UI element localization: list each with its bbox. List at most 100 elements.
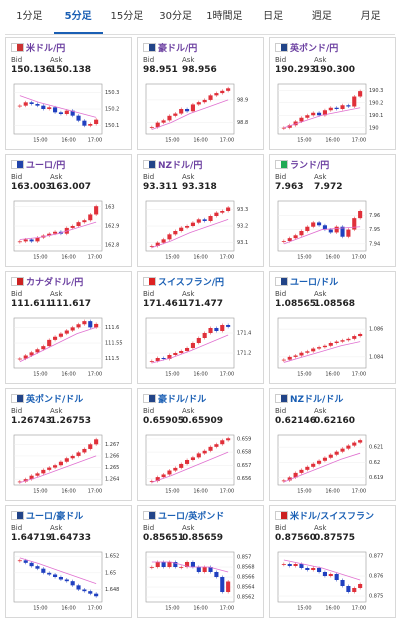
- candle: [70, 327, 75, 331]
- candle: [35, 473, 40, 476]
- y-tick-label: 0.8562: [237, 595, 255, 601]
- y-tick-label: 98.9: [237, 97, 248, 103]
- candle: [287, 125, 292, 128]
- candle: [328, 229, 333, 233]
- tab[interactable]: 5分足: [53, 0, 103, 34]
- x-tick-label: 16:00: [193, 255, 207, 261]
- quote-card[interactable]: ユーロ/英ポンド Bid Ask 0.85651 0.85659 0.857 0.8568 0…: [137, 505, 264, 618]
- candle: [358, 584, 363, 588]
- y-tick-label: 190: [369, 125, 379, 131]
- pair-name[interactable]: ユーロ/豪ドル: [26, 512, 84, 522]
- flag-icon: [143, 277, 156, 286]
- quote-card[interactable]: ユーロ/ドル Bid Ask 1.08565 1.08568 1.086 1.084 15:0…: [269, 271, 396, 384]
- plot-frame: [13, 434, 103, 486]
- quote-card[interactable]: スイスフラン/円 Bid Ask 171.461 171.477 171.4 171.2 15…: [137, 271, 264, 384]
- ask-value: 111.617: [50, 299, 91, 309]
- pair-name[interactable]: 豪ドル/円: [158, 44, 198, 54]
- candle: [47, 339, 52, 347]
- bid-value: 0.62146: [275, 416, 316, 426]
- bid-value: 93.311: [143, 182, 178, 192]
- quote-card[interactable]: 英ポンド/円 Bid Ask 190.293 190.300 190.3 190.2 190.…: [269, 37, 396, 150]
- candle: [340, 226, 345, 237]
- candle: [173, 231, 178, 235]
- tab[interactable]: 週足: [311, 11, 332, 22]
- candle: [352, 588, 357, 592]
- candle: [226, 581, 231, 592]
- y-tick-label: 1.266: [105, 453, 119, 459]
- tab[interactable]: 1分足: [16, 11, 43, 22]
- candle: [47, 467, 52, 470]
- pair-name[interactable]: NZドル/ドル: [290, 395, 344, 405]
- flag-icon: [143, 43, 156, 52]
- pair-name[interactable]: 英ポンド/円: [290, 44, 339, 54]
- candle: [167, 355, 172, 359]
- pair-name[interactable]: NZドル/円: [158, 161, 203, 171]
- quote-card[interactable]: ユーロ/豪ドル Bid Ask 1.64719 1.64733 1.652 1.65 1.64…: [5, 505, 132, 618]
- x-tick-label: 15:00: [297, 489, 311, 495]
- x-tick-label: 16:00: [325, 255, 339, 261]
- candle: [94, 593, 99, 597]
- y-tick-label: 190.2: [369, 100, 383, 106]
- pair-name[interactable]: 米ドル/スイスフラン: [290, 512, 375, 522]
- quote-card[interactable]: 米ドル/円 Bid Ask 150.136 150.138 150.3 150.2 150.1…: [5, 37, 132, 150]
- candle: [58, 577, 63, 580]
- candle: [293, 564, 298, 566]
- candle: [281, 564, 286, 565]
- moving-average: [283, 107, 361, 129]
- candle: [173, 562, 178, 567]
- tab[interactable]: 30分足: [159, 11, 192, 22]
- pair-name[interactable]: ユーロ/ドル: [290, 278, 339, 288]
- quote-card[interactable]: NZドル/円 Bid Ask 93.311 93.318 93.3 93.2 93.1 15:0…: [137, 154, 264, 267]
- candle: [208, 95, 213, 100]
- bid-label: Bid: [11, 173, 23, 181]
- quote-card[interactable]: 英ポンド/ドル Bid Ask 1.26743 1.26753 1.267 1.266 1.2…: [5, 388, 132, 501]
- candle: [305, 466, 310, 470]
- candle: [299, 469, 304, 473]
- y-tick-label: 150.1: [105, 123, 119, 129]
- pair-name[interactable]: 英ポンド/ドル: [26, 395, 84, 405]
- candle: [214, 93, 219, 96]
- quote-card[interactable]: 豪ドル/円 Bid Ask 98.951 98.956 98.9 98.8 15:00 16:0…: [137, 37, 264, 150]
- tab[interactable]: 月足: [360, 11, 381, 22]
- candle: [311, 222, 316, 227]
- ask-label: Ask: [314, 407, 327, 415]
- ask-value: 163.007: [50, 182, 91, 192]
- candle: [196, 567, 201, 572]
- pair-name[interactable]: ユーロ/円: [26, 161, 66, 171]
- ask-value: 150.138: [50, 65, 91, 75]
- pair-name[interactable]: 豪ドル/ドル: [158, 395, 207, 405]
- candle: [293, 472, 298, 478]
- candle: [334, 107, 339, 109]
- candle: [17, 358, 22, 360]
- ask-value: 1.08568: [314, 299, 355, 309]
- candle: [17, 241, 22, 243]
- quote-card[interactable]: NZドル/ドル Bid Ask 0.62146 0.62160 0.621 0.62 0.61…: [269, 388, 396, 501]
- tab[interactable]: 1時間足: [206, 11, 243, 22]
- pair-name[interactable]: ランド/円: [290, 161, 330, 171]
- mini-chart: 190.3 190.2 190.1 190 15:00 16:00 17:00: [277, 83, 383, 144]
- candle: [208, 446, 213, 451]
- quote-card[interactable]: 豪ドル/ドル Bid Ask 0.65905 0.65909 0.659 0.658 0.65…: [137, 388, 264, 501]
- tab[interactable]: 日足: [263, 11, 284, 22]
- candle: [311, 348, 316, 352]
- quote-card[interactable]: ランド/円 Bid Ask 7.963 7.972 7.96 7.95 7.94 15:00 16…: [269, 154, 396, 267]
- candle: [23, 102, 28, 106]
- y-tick-label: 1.65: [105, 570, 116, 576]
- moving-average: [19, 455, 97, 484]
- pair-name[interactable]: カナダドル/円: [26, 278, 84, 288]
- candle: [88, 444, 93, 449]
- candle: [64, 458, 69, 462]
- candle: [88, 124, 93, 126]
- candle: [328, 454, 333, 458]
- tab[interactable]: 15分足: [110, 11, 144, 22]
- pair-name[interactable]: スイスフラン/円: [158, 278, 225, 288]
- candle: [293, 355, 298, 357]
- pair-name[interactable]: ユーロ/英ポンド: [158, 512, 225, 522]
- pair-name[interactable]: 米ドル/円: [26, 44, 66, 54]
- quote-card[interactable]: 米ドル/スイスフラン Bid Ask 0.87560 0.87575 0.877 0.876…: [269, 505, 396, 618]
- x-tick-label: 16:00: [325, 138, 339, 144]
- quote-card[interactable]: ユーロ/円 Bid Ask 163.003 163.007 163 162.9 162.8 15…: [5, 154, 132, 267]
- quote-card[interactable]: カナダドル/円 Bid Ask 111.611 111.617 111.6 111.55 11…: [5, 271, 132, 384]
- candle: [173, 467, 178, 471]
- candle: [53, 107, 58, 113]
